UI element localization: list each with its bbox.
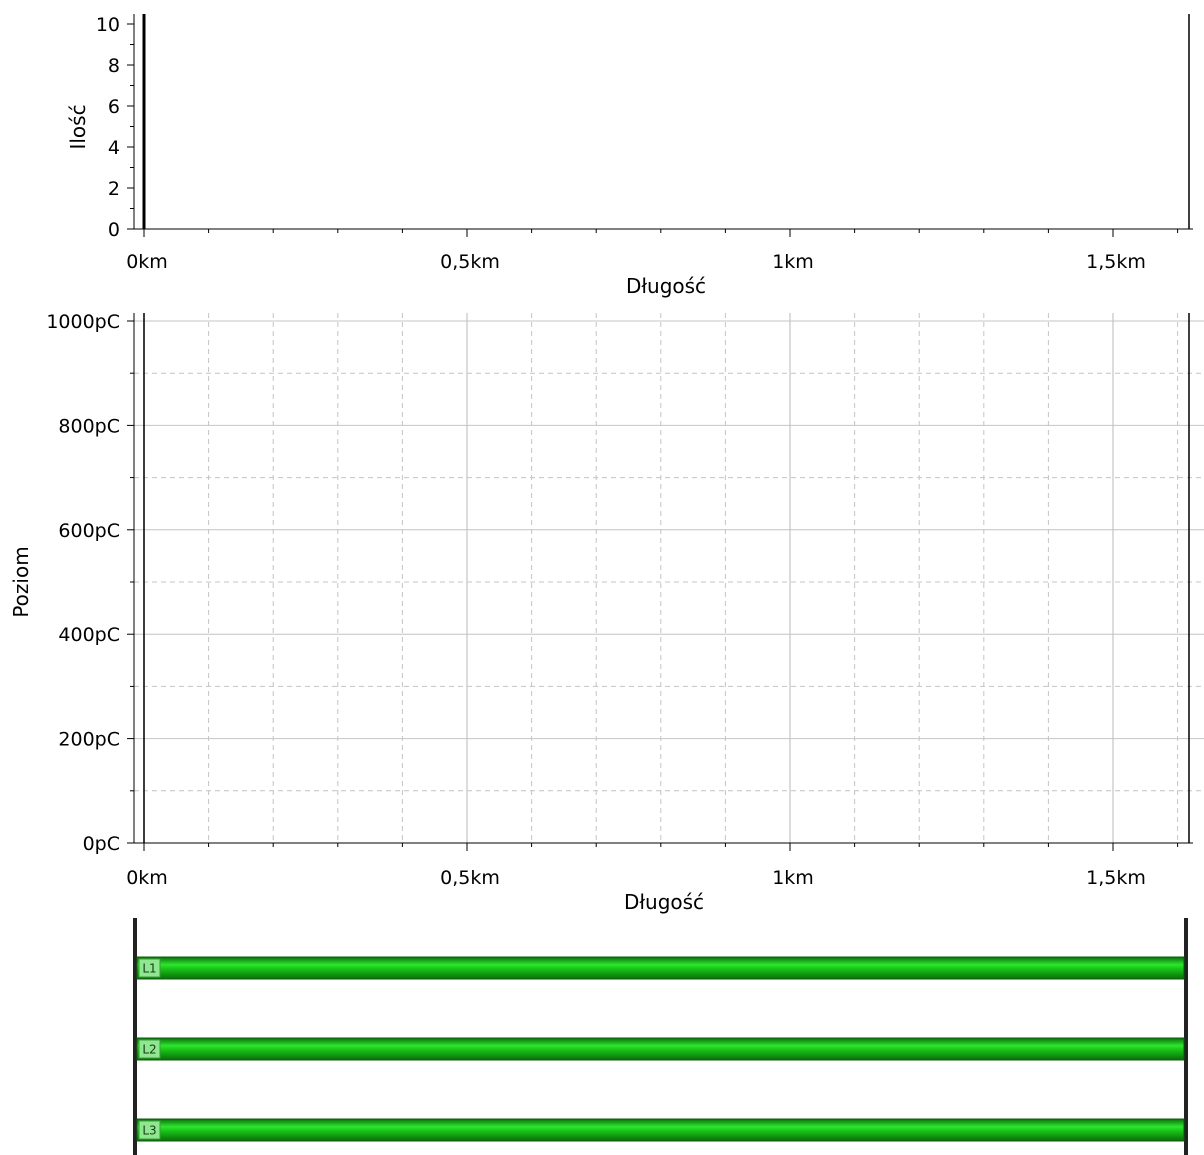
level-chart: 0pC 200pC 400pC 600pC 800pC 1000pC 0km 0,5km 1k… (9, 311, 1204, 914)
cable-phase-bar (136, 956, 1185, 980)
histogram-y-tick-label: 10 (96, 14, 120, 36)
level-x-tick-label: 0,5km (440, 867, 500, 889)
cable-phase-bar (136, 1118, 1185, 1142)
level-y-tick-label: 0pC (83, 833, 120, 855)
histogram-x-tick-label: 1km (772, 251, 814, 273)
level-y-tick-label: 400pC (58, 624, 120, 646)
level-x-tick-label: 0km (126, 867, 168, 889)
level-y-axis-title: Poziom (9, 546, 33, 617)
cable-phase-l2: L2 (136, 1037, 1185, 1061)
histogram-y-axis-title: Ilość (66, 104, 90, 149)
cable-phase-label: L2 (142, 1043, 156, 1057)
level-x-ticks: 0km 0,5km 1km 1,5km (126, 843, 1179, 889)
histogram-chart: 0 2 4 6 8 10 0km 0,5km 1km 1,5km Długość Ilość (66, 14, 1193, 298)
cable-phase-tag (138, 1120, 161, 1140)
cable-phase-tag (138, 1039, 161, 1059)
level-y-tick-label: 200pC (58, 729, 120, 751)
level-y-tick-label: 600pC (58, 520, 120, 542)
histogram-y-tick-label: 4 (108, 137, 120, 159)
level-x-axis-title: Długość (624, 890, 704, 914)
level-y-ticks: 0pC 200pC 400pC 600pC 800pC 1000pC (46, 311, 134, 855)
cable-phase-label: L3 (142, 1124, 156, 1138)
cable-phase-l1: L1 (136, 956, 1185, 980)
cable-phase-tag (138, 958, 161, 978)
histogram-y-tick-label: 8 (108, 55, 120, 77)
histogram-x-axis-title: Długość (626, 274, 706, 298)
cable-phases: L1 L2 L3 (136, 956, 1185, 1142)
cable-phase-bar (136, 1037, 1185, 1061)
cable-phase-l3: L3 (136, 1118, 1185, 1142)
histogram-y-tick-label: 2 (108, 178, 120, 200)
histogram-y-tick-label: 0 (108, 219, 120, 241)
histogram-x-tick-label: 0,5km (440, 251, 500, 273)
histogram-y-ticks: 0 2 4 6 8 10 (96, 14, 134, 241)
histogram-x-tick-label: 0km (126, 251, 168, 273)
histogram-x-tick-label: 1,5km (1086, 251, 1146, 273)
level-y-tick-label: 1000pC (46, 311, 120, 333)
level-y-tick-label: 800pC (58, 415, 120, 437)
level-x-tick-label: 1km (772, 867, 814, 889)
cable-diagram: L1 L2 L3 (133, 918, 1188, 1155)
histogram-x-ticks: 0km 0,5km 1km 1,5km (126, 229, 1179, 273)
histogram-y-tick-label: 6 (108, 96, 120, 118)
level-x-tick-label: 1,5km (1086, 867, 1146, 889)
cable-phase-label: L1 (142, 962, 156, 976)
level-grid (134, 313, 1204, 843)
